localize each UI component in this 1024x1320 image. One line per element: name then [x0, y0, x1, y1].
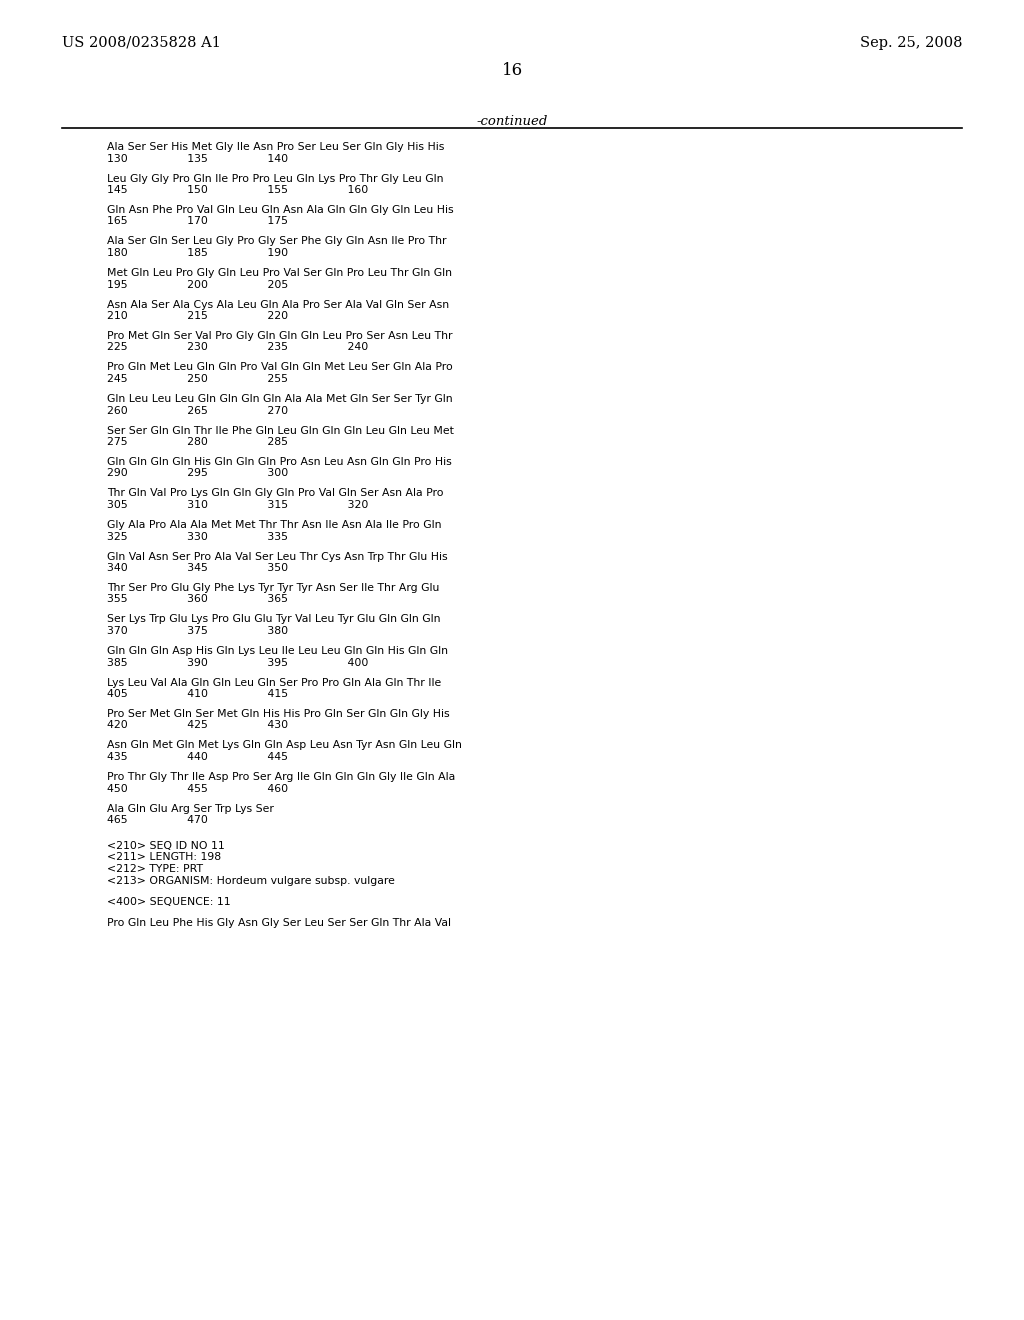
Text: Sep. 25, 2008: Sep. 25, 2008 — [859, 36, 962, 50]
Text: Ala Ser Ser His Met Gly Ile Asn Pro Ser Leu Ser Gln Gly His His: Ala Ser Ser His Met Gly Ile Asn Pro Ser … — [106, 143, 444, 152]
Text: Gln Asn Phe Pro Val Gln Leu Gln Asn Ala Gln Gln Gly Gln Leu His: Gln Asn Phe Pro Val Gln Leu Gln Asn Ala … — [106, 205, 454, 215]
Text: <400> SEQUENCE: 11: <400> SEQUENCE: 11 — [106, 898, 230, 907]
Text: 305                 310                 315                 320: 305 310 315 320 — [106, 500, 369, 510]
Text: Pro Gln Met Leu Gln Gln Pro Val Gln Gln Met Leu Ser Gln Ala Pro: Pro Gln Met Leu Gln Gln Pro Val Gln Gln … — [106, 363, 453, 372]
Text: -continued: -continued — [476, 115, 548, 128]
Text: 325                 330                 335: 325 330 335 — [106, 532, 288, 541]
Text: <210> SEQ ID NO 11: <210> SEQ ID NO 11 — [106, 841, 224, 851]
Text: 130                 135                 140: 130 135 140 — [106, 153, 288, 164]
Text: Ala Gln Glu Arg Ser Trp Lys Ser: Ala Gln Glu Arg Ser Trp Lys Ser — [106, 804, 273, 813]
Text: 385                 390                 395                 400: 385 390 395 400 — [106, 657, 369, 668]
Text: US 2008/0235828 A1: US 2008/0235828 A1 — [62, 36, 221, 50]
Text: Ala Ser Gln Ser Leu Gly Pro Gly Ser Phe Gly Gln Asn Ile Pro Thr: Ala Ser Gln Ser Leu Gly Pro Gly Ser Phe … — [106, 236, 446, 247]
Text: 16: 16 — [502, 62, 522, 79]
Text: Thr Gln Val Pro Lys Gln Gln Gly Gln Pro Val Gln Ser Asn Ala Pro: Thr Gln Val Pro Lys Gln Gln Gly Gln Pro … — [106, 488, 443, 499]
Text: 260                 265                 270: 260 265 270 — [106, 405, 288, 416]
Text: Gln Gln Gln Gln His Gln Gln Gln Pro Asn Leu Asn Gln Gln Pro His: Gln Gln Gln Gln His Gln Gln Gln Pro Asn … — [106, 457, 452, 467]
Text: 275                 280                 285: 275 280 285 — [106, 437, 288, 447]
Text: 195                 200                 205: 195 200 205 — [106, 280, 288, 289]
Text: Gln Gln Gln Asp His Gln Lys Leu Ile Leu Leu Gln Gln His Gln Gln: Gln Gln Gln Asp His Gln Lys Leu Ile Leu … — [106, 645, 449, 656]
Text: Pro Ser Met Gln Ser Met Gln His His Pro Gln Ser Gln Gln Gly His: Pro Ser Met Gln Ser Met Gln His His Pro … — [106, 709, 450, 719]
Text: Gly Ala Pro Ala Ala Met Met Thr Thr Asn Ile Asn Ala Ile Pro Gln: Gly Ala Pro Ala Ala Met Met Thr Thr Asn … — [106, 520, 441, 531]
Text: 180                 185                 190: 180 185 190 — [106, 248, 288, 257]
Text: 165                 170                 175: 165 170 175 — [106, 216, 288, 227]
Text: 145                 150                 155                 160: 145 150 155 160 — [106, 185, 369, 195]
Text: 435                 440                 445: 435 440 445 — [106, 752, 288, 762]
Text: <212> TYPE: PRT: <212> TYPE: PRT — [106, 865, 203, 874]
Text: 465                 470: 465 470 — [106, 814, 208, 825]
Text: Asn Ala Ser Ala Cys Ala Leu Gln Ala Pro Ser Ala Val Gln Ser Asn: Asn Ala Ser Ala Cys Ala Leu Gln Ala Pro … — [106, 300, 450, 309]
Text: 210                 215                 220: 210 215 220 — [106, 312, 288, 321]
Text: Ser Lys Trp Glu Lys Pro Glu Glu Tyr Val Leu Tyr Glu Gln Gln Gln: Ser Lys Trp Glu Lys Pro Glu Glu Tyr Val … — [106, 615, 440, 624]
Text: <213> ORGANISM: Hordeum vulgare subsp. vulgare: <213> ORGANISM: Hordeum vulgare subsp. v… — [106, 875, 395, 886]
Text: Pro Thr Gly Thr Ile Asp Pro Ser Arg Ile Gln Gln Gln Gly Ile Gln Ala: Pro Thr Gly Thr Ile Asp Pro Ser Arg Ile … — [106, 772, 456, 781]
Text: Asn Gln Met Gln Met Lys Gln Gln Asp Leu Asn Tyr Asn Gln Leu Gln: Asn Gln Met Gln Met Lys Gln Gln Asp Leu … — [106, 741, 462, 751]
Text: Gln Leu Leu Leu Gln Gln Gln Gln Ala Ala Met Gln Ser Ser Tyr Gln: Gln Leu Leu Leu Gln Gln Gln Gln Ala Ala … — [106, 393, 453, 404]
Text: 405                 410                 415: 405 410 415 — [106, 689, 288, 700]
Text: 355                 360                 365: 355 360 365 — [106, 594, 288, 605]
Text: Lys Leu Val Ala Gln Gln Leu Gln Ser Pro Pro Gln Ala Gln Thr Ile: Lys Leu Val Ala Gln Gln Leu Gln Ser Pro … — [106, 677, 441, 688]
Text: Pro Met Gln Ser Val Pro Gly Gln Gln Gln Leu Pro Ser Asn Leu Thr: Pro Met Gln Ser Val Pro Gly Gln Gln Gln … — [106, 331, 453, 341]
Text: 245                 250                 255: 245 250 255 — [106, 374, 288, 384]
Text: Thr Ser Pro Glu Gly Phe Lys Tyr Tyr Tyr Asn Ser Ile Thr Arg Glu: Thr Ser Pro Glu Gly Phe Lys Tyr Tyr Tyr … — [106, 583, 439, 593]
Text: Gln Val Asn Ser Pro Ala Val Ser Leu Thr Cys Asn Trp Thr Glu His: Gln Val Asn Ser Pro Ala Val Ser Leu Thr … — [106, 552, 447, 561]
Text: 225                 230                 235                 240: 225 230 235 240 — [106, 342, 369, 352]
Text: Met Gln Leu Pro Gly Gln Leu Pro Val Ser Gln Pro Leu Thr Gln Gln: Met Gln Leu Pro Gly Gln Leu Pro Val Ser … — [106, 268, 452, 279]
Text: 450                 455                 460: 450 455 460 — [106, 784, 288, 793]
Text: Leu Gly Gly Pro Gln Ile Pro Pro Leu Gln Lys Pro Thr Gly Leu Gln: Leu Gly Gly Pro Gln Ile Pro Pro Leu Gln … — [106, 173, 443, 183]
Text: 420                 425                 430: 420 425 430 — [106, 721, 288, 730]
Text: 340                 345                 350: 340 345 350 — [106, 564, 288, 573]
Text: 370                 375                 380: 370 375 380 — [106, 626, 288, 636]
Text: Ser Ser Gln Gln Thr Ile Phe Gln Leu Gln Gln Gln Leu Gln Leu Met: Ser Ser Gln Gln Thr Ile Phe Gln Leu Gln … — [106, 425, 454, 436]
Text: Pro Gln Leu Phe His Gly Asn Gly Ser Leu Ser Ser Gln Thr Ala Val: Pro Gln Leu Phe His Gly Asn Gly Ser Leu … — [106, 919, 451, 928]
Text: 290                 295                 300: 290 295 300 — [106, 469, 288, 479]
Text: <211> LENGTH: 198: <211> LENGTH: 198 — [106, 853, 221, 862]
